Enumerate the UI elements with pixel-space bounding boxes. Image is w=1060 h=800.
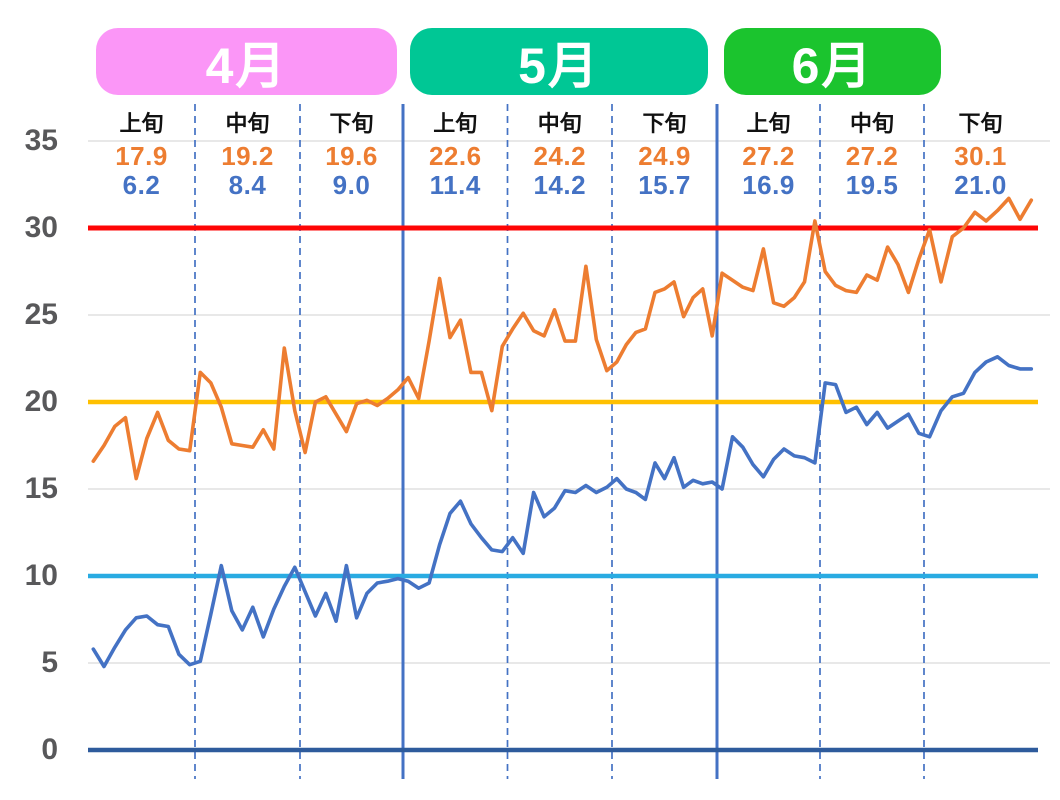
low-avg-value-may-early: 11.4	[429, 170, 481, 200]
high-avg-value-april-early: 17.9	[115, 141, 168, 171]
high-avg-value-april-late: 19.6	[325, 141, 378, 171]
period-label-june-early: 上旬	[746, 111, 791, 136]
y-axis: 35 30 25 20 15 10 5 0	[0, 0, 60, 800]
high-avg-value-june-early: 27.2	[742, 141, 795, 171]
month-label: 6月	[791, 37, 874, 94]
month-bar-may: 5月	[410, 28, 708, 95]
period-label-april-late: 下旬	[329, 111, 374, 136]
y-tick-label-20: 20	[24, 385, 58, 418]
daily-high-temperature-line	[91, 196, 1034, 481]
month-header-row: 4月 5月 6月	[0, 0, 1060, 96]
y-tick-label-10: 10	[24, 559, 58, 592]
month-bar-april: 4月	[96, 28, 397, 95]
y-tick-label-25: 25	[24, 298, 58, 331]
low-avg-value-april-early: 6.2	[122, 170, 161, 200]
y-tick-label-0: 0	[41, 733, 58, 766]
period-label-may-early: 上旬	[433, 111, 478, 136]
high-avg-value-june-mid: 27.2	[845, 141, 899, 171]
period-label-april-early: 上旬	[119, 111, 164, 136]
high-avg-value-april-mid: 19.2	[221, 141, 274, 171]
high-avg-value-may-late: 24.9	[638, 141, 691, 171]
month-bar-june: 6月	[724, 28, 941, 95]
daily-low-temperature-line	[91, 354, 1034, 669]
period-label-june-late: 下旬	[958, 111, 1003, 136]
period-label-may-late: 下旬	[642, 111, 687, 136]
high-avg-value-may-mid: 24.2	[533, 141, 587, 171]
month-label: 4月	[205, 37, 288, 94]
low-avg-value-june-mid: 19.5	[845, 170, 899, 200]
low-avg-value-april-mid: 8.4	[228, 170, 267, 200]
low-avg-value-april-late: 9.0	[332, 170, 371, 200]
low-avg-value-june-late: 21.0	[954, 170, 1007, 200]
y-tick-label-15: 15	[24, 472, 58, 505]
y-tick-label-35: 35	[24, 124, 58, 157]
period-label-may-mid: 中旬	[537, 111, 582, 136]
low-avg-value-may-late: 15.7	[638, 170, 691, 200]
low-avg-value-june-early: 16.9	[742, 170, 795, 200]
period-label-row: 上旬 17.9 6.2 中旬 19.2 8.4 下旬 19.6 9.0 上旬 22.6 11.4 中旬 2…	[0, 0, 1060, 200]
period-label-june-mid: 中旬	[849, 111, 894, 136]
high-avg-value-june-late: 30.1	[954, 141, 1007, 171]
high-avg-value-may-early: 22.6	[428, 141, 482, 171]
month-label: 5月	[518, 37, 600, 94]
y-tick-label-5: 5	[41, 646, 58, 679]
period-label-april-mid: 中旬	[225, 111, 270, 136]
y-tick-label-30: 30	[24, 211, 58, 244]
low-avg-value-may-mid: 14.2	[533, 170, 587, 200]
